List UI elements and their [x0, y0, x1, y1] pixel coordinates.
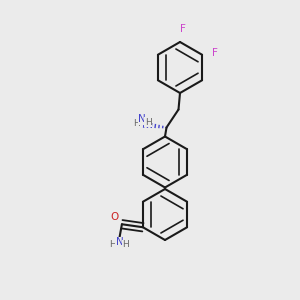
- Text: H: H: [145, 118, 152, 127]
- Text: N: N: [116, 237, 123, 247]
- Text: F: F: [212, 48, 218, 58]
- Text: H: H: [109, 240, 116, 249]
- Text: O: O: [110, 212, 118, 222]
- Text: F: F: [180, 24, 186, 34]
- Text: N: N: [138, 114, 146, 124]
- Text: H: H: [122, 240, 129, 249]
- Text: H: H: [133, 118, 140, 127]
